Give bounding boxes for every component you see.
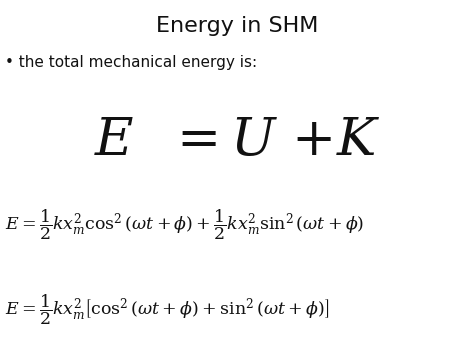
Text: $\mathit{E}\ \ {=}\mathit{U}\ {+}\mathit{K}$: $\mathit{E}\ \ {=}\mathit{U}\ {+}\mathit… [94, 114, 380, 165]
Text: $E = \dfrac{1}{2}kx_m^2\cos^2(\omega t+\phi)+\dfrac{1}{2}kx_m^2\sin^2(\omega t+\: $E = \dfrac{1}{2}kx_m^2\cos^2(\omega t+\… [5, 208, 364, 242]
Text: Energy in SHM: Energy in SHM [156, 16, 318, 36]
Text: $E = \dfrac{1}{2}kx_m^2\left[\cos^2(\omega t+\phi)+\sin^2(\omega t+\phi)\right]$: $E = \dfrac{1}{2}kx_m^2\left[\cos^2(\ome… [5, 293, 329, 327]
Text: • the total mechanical energy is:: • the total mechanical energy is: [5, 55, 257, 70]
